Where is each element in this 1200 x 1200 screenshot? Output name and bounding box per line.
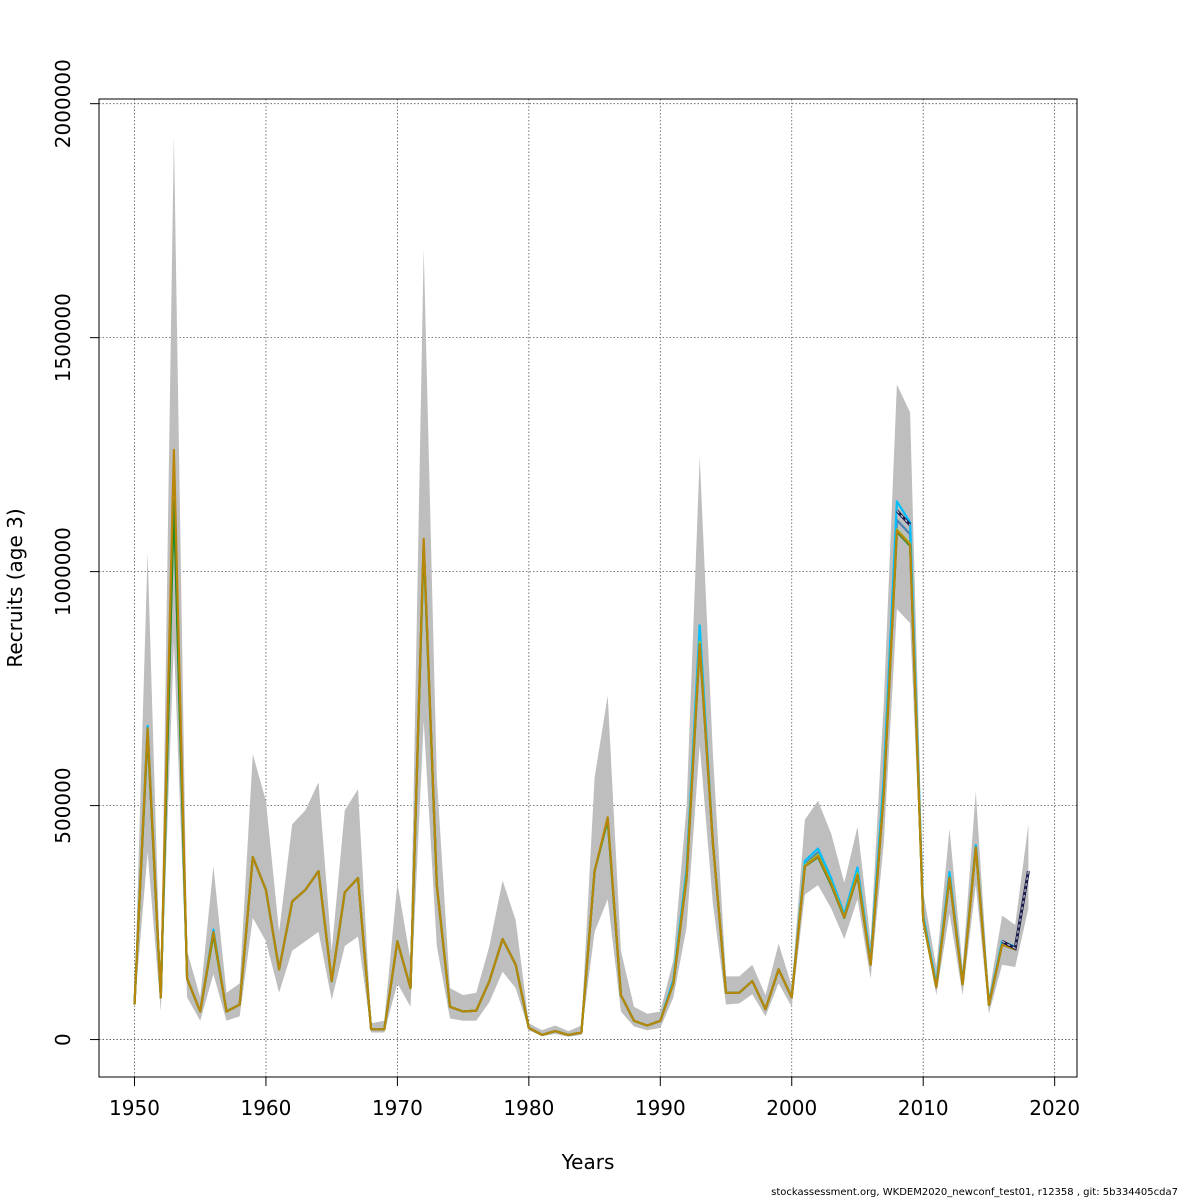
x-tick-label: 2020 [1029, 1096, 1080, 1120]
series-lines [133, 448, 1030, 1037]
x-axis-title: Years [561, 1150, 615, 1174]
y-tick-label: 0 [51, 1033, 75, 1046]
y-tick-label: 500000 [51, 767, 75, 843]
footer-credit: stockassessment.org, WKDEM2020_newconf_t… [771, 1187, 1178, 1198]
dashed-series [895, 509, 1030, 951]
x-axis: 1950 1960 1970 1980 1990 2000 2010 2020 [109, 1076, 1080, 1120]
x-tick-label: 1990 [635, 1096, 686, 1120]
y-tick-label: 1000000 [51, 527, 75, 616]
x-tick-label: 1980 [503, 1096, 554, 1120]
confidence-band-area [134, 136, 1029, 1037]
x-tick-label: 2000 [766, 1096, 817, 1120]
x-tick-label: 2010 [898, 1096, 949, 1120]
y-tick-label: 2000000 [51, 59, 75, 148]
series-line-5 [133, 448, 1030, 1037]
dashed-segment-2 [1001, 870, 1029, 950]
y-axis: 0 500000 1000000 1500000 2000000 [51, 59, 99, 1046]
x-tick-label: 1970 [372, 1096, 423, 1120]
x-tick-label: 1960 [240, 1096, 291, 1120]
dashed-segment-base-1 [895, 509, 912, 526]
y-tick-label: 1500000 [51, 293, 75, 382]
y-axis-title: Recruits (age 3) [3, 508, 27, 667]
confidence-band [134, 136, 1029, 1037]
x-tick-label: 1950 [109, 1096, 160, 1120]
